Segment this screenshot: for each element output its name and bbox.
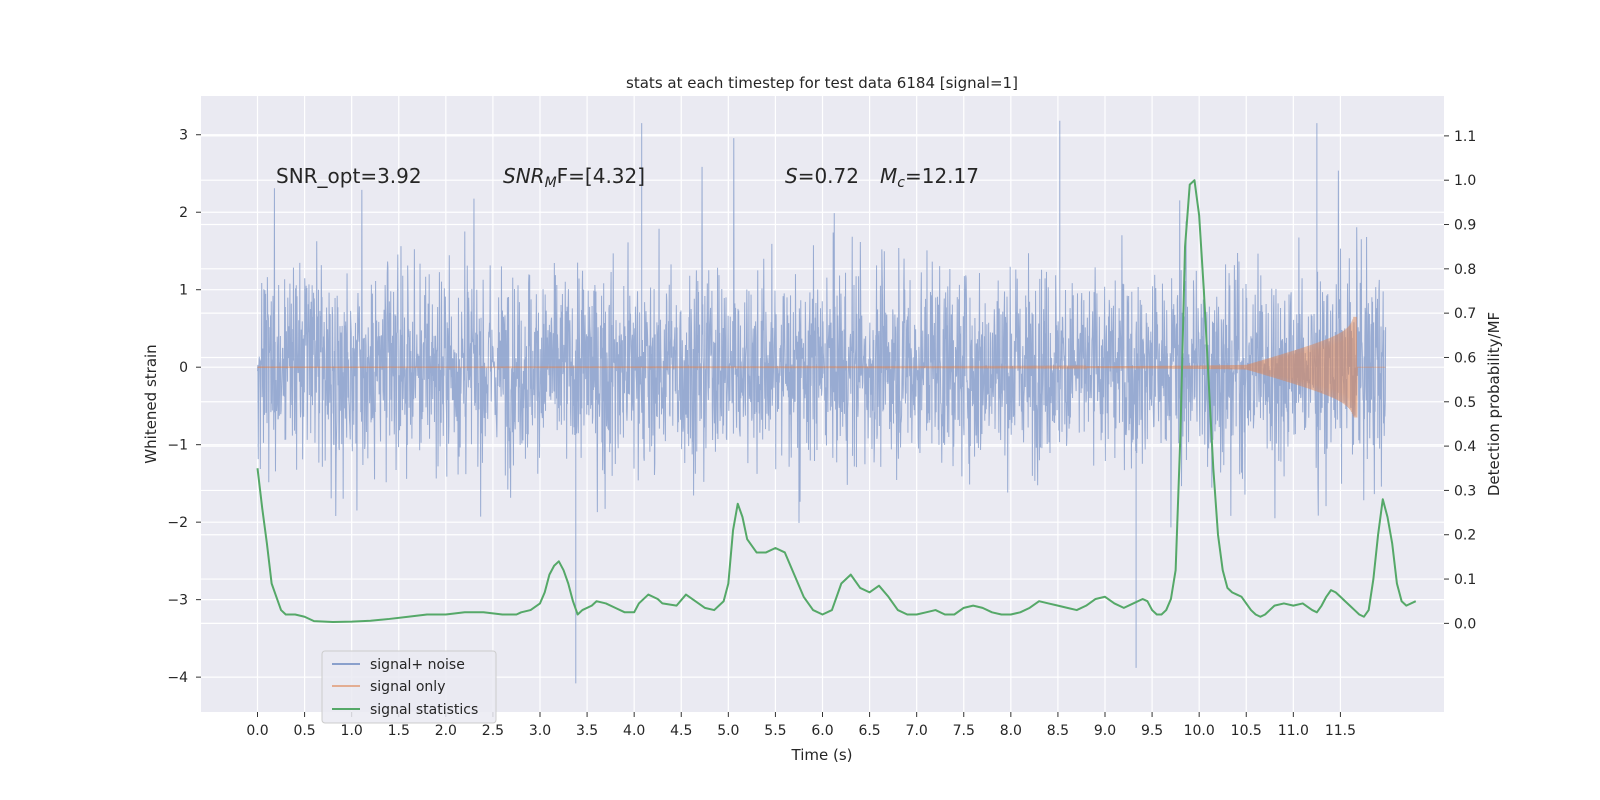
legend-label-signal-only: signal only: [370, 679, 445, 695]
annotation-snr-mf-rest: F=[4.32]: [557, 164, 645, 188]
x-tick-label-15: 7.5: [953, 723, 975, 739]
x-axis-title: Time (s): [791, 746, 853, 764]
y-left-tick-label-0: 3: [179, 128, 188, 144]
x-tick-label-9: 4.5: [670, 723, 692, 739]
x-tick-label-2: 1.0: [341, 723, 363, 739]
annotation-s: S=0.72: [785, 164, 859, 188]
y-axis-right-title: Detection probability/MF: [1485, 312, 1503, 496]
signal-noise-line: [257, 120, 1387, 684]
y-right-tick-label-6: 0.5: [1454, 395, 1476, 411]
y-left-tick-label-6: −3: [167, 593, 188, 609]
legend: signal+ noise signal only signal statist…: [321, 650, 497, 724]
x-tick-label-22: 11.0: [1278, 723, 1309, 739]
legend-label-signal-noise: signal+ noise: [370, 657, 465, 673]
x-axis-ticks: 0.0 0.5 1.0 1.5 2.0 2.5 3.0 3.5 4.0 4.5 5.0 5.5 6.0 6…: [246, 712, 1356, 739]
x-tick-label-21: 10.5: [1231, 723, 1262, 739]
y-axis-right-ticks: 1.1 1.0 0.9 0.8 0.7 0.6 0.5 0.4 0.3 0.2 0.1 0.0: [1444, 129, 1476, 632]
x-tick-label-8: 4.0: [623, 723, 645, 739]
y-right-tick-label-7: 0.4: [1454, 439, 1476, 455]
annotation-s-main: S: [785, 164, 798, 188]
y-right-tick-label-5: 0.6: [1454, 350, 1476, 366]
annotation-s-rest: =0.72: [798, 164, 859, 188]
series-signal-statistics: [256, 179, 1417, 624]
signal-only-line: [257, 316, 1386, 418]
annotation-mc: Mc=12.17: [880, 164, 979, 191]
annotation-snr-opt: SNR_opt=3.92: [276, 164, 422, 188]
y-right-tick-label-8: 0.3: [1454, 483, 1476, 499]
x-tick-label-1: 0.5: [293, 723, 315, 739]
y-axis-left-ticks: 3 2 1 0 −1 −2 −3 −4: [167, 128, 201, 686]
series-signal-noise: [257, 120, 1387, 684]
x-tick-label-12: 6.0: [811, 723, 833, 739]
annotation-mc-main: M: [880, 164, 897, 188]
annotation-mc-sub: c: [897, 175, 905, 191]
y-right-tick-label-0: 1.1: [1454, 129, 1476, 145]
y-left-tick-label-1: 2: [179, 205, 188, 221]
y-axis-left-title: Whitened strain: [142, 344, 160, 463]
y-left-tick-label-2: 1: [179, 283, 188, 299]
signal-statistics-line: [256, 179, 1417, 624]
legend-box: [321, 650, 497, 724]
annotation-snr-mf-main: SNR: [503, 164, 545, 188]
series-signal-only: [257, 316, 1386, 418]
y-left-tick-label-3: 0: [179, 360, 188, 376]
y-right-tick-label-3: 0.8: [1454, 262, 1476, 278]
chart-title: stats at each timestep for test data 618…: [626, 74, 1018, 92]
x-tick-label-17: 8.5: [1047, 723, 1069, 739]
y-right-tick-label-2: 0.9: [1454, 218, 1476, 234]
annotation-snr-mf: SNRMF=[4.32]: [503, 164, 645, 191]
y-left-tick-label-4: −1: [167, 438, 188, 454]
y-right-tick-label-1: 1.0: [1454, 173, 1476, 189]
y-left-tick-label-7: −4: [167, 670, 188, 686]
y-right-tick-label-10: 0.1: [1454, 572, 1476, 588]
y-left-tick-label-5: −2: [167, 515, 188, 531]
legend-label-signal-statistics: signal statistics: [370, 702, 478, 718]
x-tick-label-7: 3.5: [576, 723, 598, 739]
x-tick-label-0: 0.0: [246, 723, 268, 739]
x-tick-label-19: 9.5: [1141, 723, 1163, 739]
x-tick-label-16: 8.0: [1000, 723, 1022, 739]
x-tick-label-4: 2.0: [435, 723, 457, 739]
x-tick-label-3: 1.5: [388, 723, 410, 739]
x-tick-label-20: 10.0: [1184, 723, 1215, 739]
y-right-tick-label-11: 0.0: [1454, 616, 1476, 632]
series-layer: [256, 120, 1417, 684]
x-tick-label-14: 7.0: [906, 723, 928, 739]
x-tick-label-5: 2.5: [482, 723, 504, 739]
y-right-tick-label-9: 0.2: [1454, 528, 1476, 544]
annotation-snr-mf-sub: M: [545, 175, 557, 191]
annotation-mc-rest: =12.17: [905, 164, 979, 188]
x-tick-label-11: 5.5: [764, 723, 786, 739]
x-tick-label-6: 3.0: [529, 723, 551, 739]
x-tick-label-13: 6.5: [858, 723, 880, 739]
y-right-tick-label-4: 0.7: [1454, 306, 1476, 322]
x-tick-label-18: 9.0: [1094, 723, 1116, 739]
x-tick-label-23: 11.5: [1325, 723, 1356, 739]
x-tick-label-10: 5.0: [717, 723, 739, 739]
